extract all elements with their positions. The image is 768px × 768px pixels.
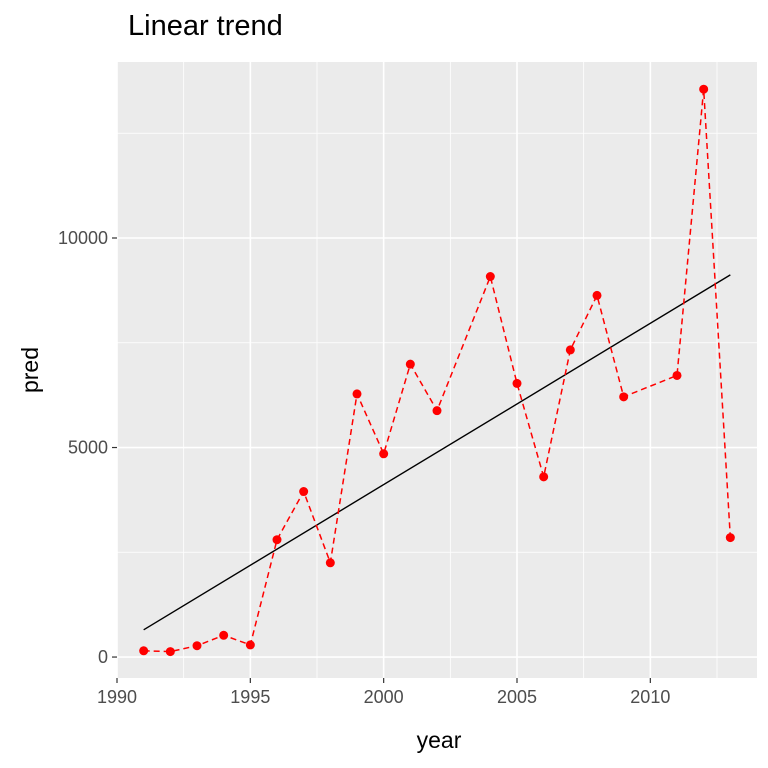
observed-point bbox=[725, 533, 735, 543]
x-tick-label: 2010 bbox=[630, 687, 670, 707]
observed-point bbox=[485, 272, 495, 282]
y-tick-label: 0 bbox=[98, 647, 108, 667]
y-tick-label: 10000 bbox=[58, 228, 108, 248]
observed-point bbox=[139, 646, 149, 656]
x-tick-label: 1990 bbox=[97, 687, 137, 707]
chart-title: Linear trend bbox=[128, 10, 283, 42]
x-tick-label: 1995 bbox=[230, 687, 270, 707]
observed-point bbox=[245, 640, 255, 650]
observed-point bbox=[432, 406, 442, 416]
observed-point bbox=[592, 290, 602, 300]
observed-point bbox=[272, 535, 282, 545]
observed-point bbox=[325, 558, 335, 568]
y-tick-label: 5000 bbox=[68, 438, 108, 458]
axis-ticks: 1990 1995 2000 2005 2010 0 5000 10000 bbox=[58, 228, 670, 707]
observed-point bbox=[379, 449, 389, 459]
observed-point bbox=[512, 378, 522, 388]
y-axis-title: pred bbox=[17, 347, 43, 393]
observed-point bbox=[539, 472, 549, 482]
observed-point bbox=[405, 359, 415, 369]
major-gridlines bbox=[116, 62, 757, 678]
observed-point bbox=[299, 487, 309, 497]
x-tick-label: 2000 bbox=[364, 687, 404, 707]
observed-point bbox=[192, 641, 202, 651]
x-axis-title: year bbox=[417, 727, 462, 753]
plot-background bbox=[117, 62, 757, 678]
observed-point bbox=[352, 389, 362, 399]
observed-point bbox=[219, 630, 229, 640]
observed-point bbox=[672, 370, 682, 380]
series-layer bbox=[139, 84, 735, 657]
observed-point bbox=[565, 345, 575, 355]
observed-point bbox=[619, 392, 629, 402]
observed-point bbox=[165, 647, 175, 657]
trend-line bbox=[143, 274, 731, 631]
x-tick-label: 2005 bbox=[497, 687, 537, 707]
observed-point bbox=[699, 84, 709, 94]
